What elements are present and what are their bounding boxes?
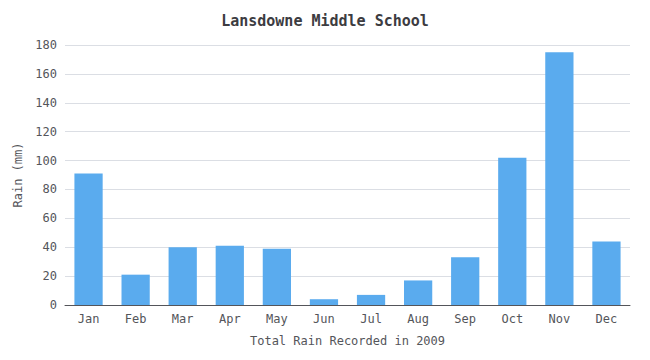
svg-text:Feb: Feb [125,312,147,326]
svg-text:Total Rain Recorded in 2009: Total Rain Recorded in 2009 [250,334,445,348]
svg-text:Jan: Jan [78,312,100,326]
svg-text:20: 20 [43,269,57,283]
svg-text:Jul: Jul [360,312,382,326]
svg-text:40: 40 [43,240,57,254]
svg-text:Jun: Jun [313,312,335,326]
svg-text:180: 180 [35,38,57,52]
svg-text:160: 160 [35,67,57,81]
svg-text:Oct: Oct [501,312,523,326]
svg-text:Lansdowne Middle School: Lansdowne Middle School [221,12,429,30]
svg-text:Sep: Sep [454,312,476,326]
svg-text:May: May [266,312,288,326]
svg-text:140: 140 [35,96,57,110]
svg-text:120: 120 [35,125,57,139]
svg-text:80: 80 [43,182,57,196]
svg-text:Rain (mm): Rain (mm) [11,142,25,207]
svg-text:60: 60 [43,211,57,225]
svg-text:Aug: Aug [407,312,429,326]
svg-text:100: 100 [35,154,57,168]
svg-text:Dec: Dec [596,312,618,326]
svg-text:Nov: Nov [549,312,571,326]
svg-text:Mar: Mar [172,312,194,326]
svg-text:Apr: Apr [219,312,241,326]
svg-text:0: 0 [50,298,57,312]
